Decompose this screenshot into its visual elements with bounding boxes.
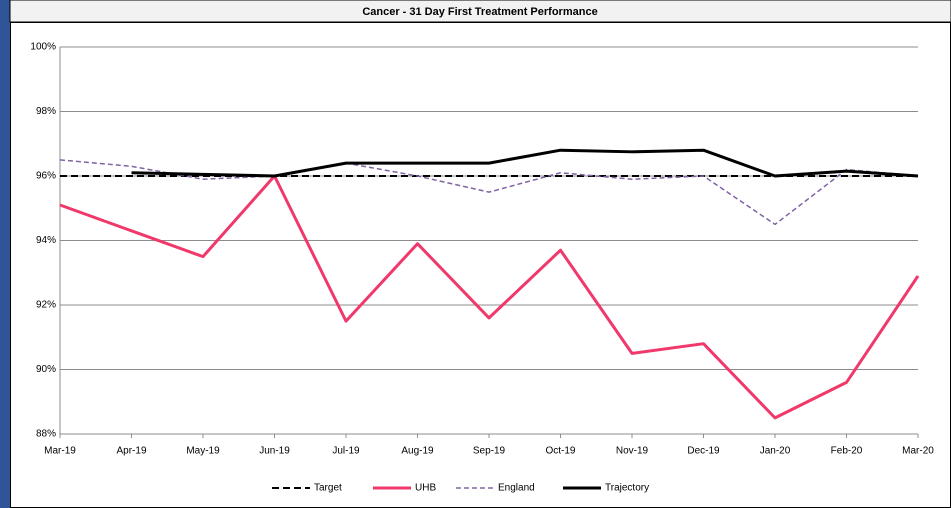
y-tick-label: 96% (36, 171, 56, 182)
x-tick-label: Mar-20 (902, 446, 934, 457)
line-series (131, 148, 919, 178)
x-tick-label: Apr-19 (116, 446, 146, 457)
x-tick-label: Feb-20 (831, 446, 863, 457)
y-tick-label: 98% (36, 106, 56, 117)
x-tick-label: May-19 (186, 446, 220, 457)
x-tick-label: Sep-19 (473, 446, 506, 457)
x-tick-label: Oct-19 (545, 446, 575, 457)
y-tick-label: 92% (36, 300, 56, 311)
x-tick-label: Jan-20 (760, 446, 791, 457)
legend-label: Trajectory (605, 483, 649, 494)
x-tick-label: Jun-19 (259, 446, 290, 457)
chart-title: Cancer - 31 Day First Treatment Performa… (362, 6, 597, 18)
y-tick-label: 90% (36, 364, 56, 375)
left-strip (0, 0, 10, 508)
legend-label: Target (314, 483, 342, 494)
legend-label: England (498, 483, 535, 494)
x-tick-label: Aug-19 (401, 446, 434, 457)
y-tick-label: 88% (36, 429, 56, 440)
legend-label: UHB (415, 483, 436, 494)
line-series (59, 174, 920, 420)
x-tick-label: Mar-19 (44, 446, 76, 457)
y-tick-label: 100% (30, 42, 56, 53)
x-tick-label: Dec-19 (687, 446, 720, 457)
y-tick-label: 94% (36, 235, 56, 246)
line-series (59, 159, 919, 226)
x-tick-label: Nov-19 (616, 446, 649, 457)
x-tick-label: Jul-19 (332, 446, 360, 457)
